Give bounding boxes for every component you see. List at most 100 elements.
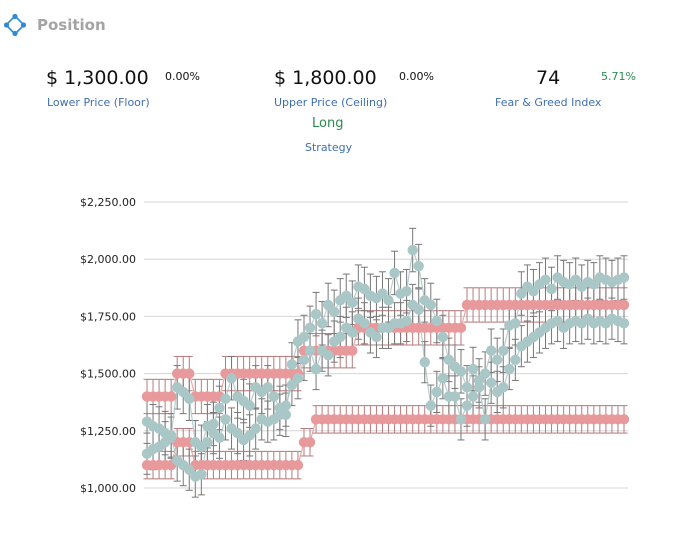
price-high-point (570, 274, 581, 285)
price-high-point (328, 306, 340, 318)
price-high-point (341, 290, 352, 302)
price-high-point (208, 418, 219, 430)
price-low-point (196, 469, 207, 480)
floor-point (618, 414, 630, 425)
price-low-point (244, 430, 255, 441)
fear-greed-metric: 74 5.71% Fear & Greed Index (495, 67, 636, 109)
price-high-point (473, 375, 485, 386)
page-title: Position (37, 16, 106, 34)
price-low-point (304, 345, 316, 356)
floor-price-value: $ 1,300.00 (46, 67, 149, 89)
price-low-point (322, 350, 334, 361)
price-high-point (401, 286, 412, 297)
price-high-point (443, 354, 455, 366)
price-low-point (498, 382, 509, 393)
price-high-point (510, 318, 521, 329)
position-header: Position (4, 10, 106, 40)
price-high-point (196, 441, 207, 453)
price-low-point (467, 391, 479, 402)
price-high-point (268, 391, 279, 402)
y-tick-label: $1,000.00 (80, 482, 136, 495)
y-tick-label: $1,250.00 (80, 425, 136, 438)
price-high-point (540, 274, 551, 285)
price-low-point (455, 414, 467, 425)
price-high-point (220, 393, 231, 404)
ceiling-point (455, 322, 467, 334)
price-low-point (504, 363, 515, 375)
price-low-point (214, 432, 225, 443)
ceiling-change: 0.00% (399, 70, 434, 83)
price-high-point (431, 315, 443, 327)
price-high-point (178, 386, 189, 398)
price-low-point (286, 379, 298, 391)
price-low-point (431, 386, 443, 398)
price-high-point (588, 279, 600, 290)
price-high-point (298, 331, 310, 343)
price-high-point (437, 331, 449, 343)
fear-greed-value: 74 (536, 67, 561, 89)
price-high-point (389, 267, 400, 279)
price-low-point (232, 427, 243, 439)
price-high-point (214, 402, 225, 414)
price-low-point (419, 356, 430, 368)
price-high-point (485, 345, 497, 356)
price-high-point (359, 283, 370, 295)
price-high-point (310, 308, 322, 320)
y-tick-label: $2,000.00 (80, 253, 136, 266)
floor-point (304, 437, 316, 448)
ceiling-point (184, 368, 195, 379)
price-high-point (347, 297, 358, 308)
y-axis-tick-labels: $1,000.00 $1,250.00 $1,500.00 $1,750.00 $2,0… (80, 196, 136, 495)
price-high-point (274, 402, 286, 414)
price-low-point (449, 391, 461, 402)
diamond-nodes-icon (4, 14, 26, 36)
floor-point (292, 459, 304, 471)
data-points (141, 244, 630, 482)
price-low-point (371, 331, 382, 343)
price-high-point (184, 393, 195, 404)
price-high-point (546, 283, 557, 295)
ceiling-label: Upper Price (Ceiling) (274, 96, 388, 109)
price-low-point (413, 304, 424, 315)
price-high-point (383, 295, 394, 306)
price-high-point (262, 382, 273, 393)
price-low-point (184, 464, 195, 475)
price-high-point (618, 272, 630, 283)
price-high-point (425, 299, 436, 311)
ceiling-point (347, 345, 358, 356)
price-low-point (359, 318, 370, 329)
price-high-point (479, 368, 491, 379)
price-high-point (516, 288, 527, 299)
floor-label: Lower Price (Floor) (47, 96, 150, 109)
price-low-point (618, 318, 630, 329)
price-high-point (286, 359, 298, 370)
price-low-point (347, 327, 358, 338)
price-high-point (455, 366, 467, 377)
price-high-point (244, 400, 255, 411)
price-high-point (413, 260, 424, 272)
ceiling-price-value: $ 1,800.00 (274, 67, 377, 89)
error-bars (143, 227, 628, 498)
price-low-point (250, 423, 261, 434)
price-high-point (165, 430, 177, 441)
ceiling-point (618, 299, 630, 311)
price-low-point (220, 414, 231, 425)
price-low-point (479, 414, 491, 425)
price-high-point (304, 322, 316, 334)
price-high-point (528, 286, 539, 297)
price-low-point (437, 372, 449, 384)
y-tick-label: $1,500.00 (80, 368, 136, 381)
price-low-point (425, 400, 436, 411)
price-high-point (226, 372, 237, 384)
fear-greed-change: 5.71% (601, 70, 636, 83)
strategy-value: Long (312, 116, 344, 131)
price-high-point (316, 318, 328, 329)
price-high-point (492, 354, 503, 366)
price-low-point (335, 331, 346, 343)
price-high-point (461, 382, 473, 393)
fear-greed-label: Fear & Greed Index (495, 96, 602, 109)
price-low-point (510, 354, 521, 366)
ceiling-metric: $ 1,800.00 0.00% Upper Price (Ceiling) (274, 67, 434, 109)
price-low-point (401, 315, 412, 327)
price-high-point (407, 244, 418, 256)
